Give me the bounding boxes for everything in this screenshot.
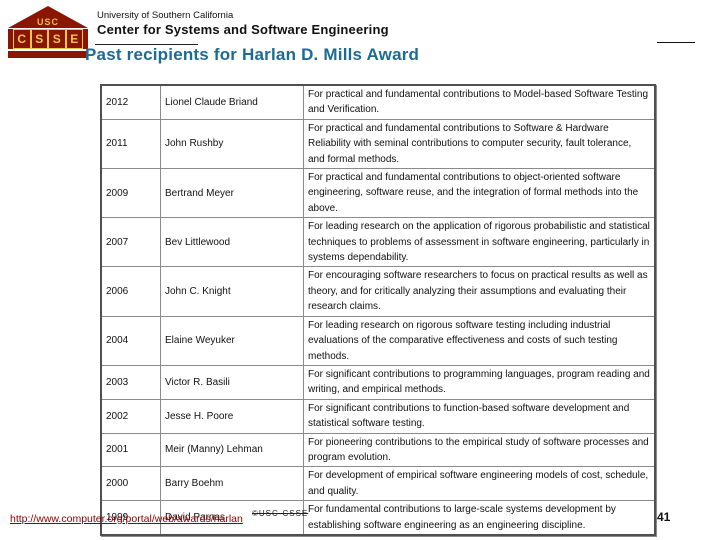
logo-letter: E bbox=[66, 30, 82, 48]
header-underline bbox=[95, 44, 198, 45]
table-row: 2012 Lionel Claude Briand For practical … bbox=[100, 84, 656, 120]
year-cell: 2012 bbox=[100, 84, 161, 120]
logo-roof: USC bbox=[8, 6, 88, 28]
year-cell: 2000 bbox=[100, 466, 161, 502]
year-cell: 2009 bbox=[100, 168, 161, 219]
citation-text: For encouraging software researchers to … bbox=[303, 266, 656, 317]
logo-letter: S bbox=[31, 30, 47, 48]
citation-text: For practical and fundamental contributi… bbox=[303, 84, 656, 120]
citation-text: For significant contributions to functio… bbox=[303, 398, 656, 434]
recipient-name: Jesse H. Poore bbox=[160, 398, 304, 434]
year-cell: 2004 bbox=[100, 315, 161, 366]
logo-letter-band: C S S E bbox=[8, 29, 88, 49]
table-row: 2009 Bertrand Meyer For practical and fu… bbox=[100, 168, 656, 219]
logo-usc-text: USC bbox=[36, 17, 59, 27]
awards-url-link[interactable]: http://www.computer.org/portal/web/award… bbox=[10, 513, 243, 525]
year-cell: 2007 bbox=[100, 217, 161, 268]
recipient-name: Victor R. Basili bbox=[160, 364, 304, 400]
recipient-name: John Rushby bbox=[160, 118, 304, 170]
recipient-name: Elaine Weyuker bbox=[160, 315, 304, 366]
citation-text: For leading research on the application … bbox=[303, 217, 656, 268]
center-name: Center for Systems and Software Engineer… bbox=[97, 22, 389, 37]
logo-base-bar bbox=[8, 51, 88, 58]
copyright-text: ©USC-CSSE bbox=[252, 509, 309, 518]
table-row: 2007 Bev Littlewood For leading research… bbox=[100, 217, 656, 268]
recipient-name: Meir (Manny) Lehman bbox=[160, 432, 304, 468]
citation-text: For practical and fundamental contributi… bbox=[303, 118, 656, 170]
recipient-name: Bertrand Meyer bbox=[160, 168, 304, 219]
recipient-name: John C. Knight bbox=[160, 266, 304, 317]
citation-text: For leading research on rigorous softwar… bbox=[303, 315, 656, 366]
citation-text: For practical and fundamental contributi… bbox=[303, 168, 656, 219]
citation-text: For pioneering contributions to the empi… bbox=[303, 432, 656, 468]
page-title: Past recipients for Harlan D. Mills Awar… bbox=[85, 45, 420, 64]
year-cell: 1999 bbox=[100, 500, 161, 536]
year-cell: 2002 bbox=[100, 398, 161, 434]
citation-text: For development of empirical software en… bbox=[303, 466, 656, 502]
table-row: 2006 John C. Knight For encouraging soft… bbox=[100, 266, 656, 317]
table-row: 2003 Victor R. Basili For significant co… bbox=[100, 364, 656, 400]
top-right-rule bbox=[657, 42, 695, 43]
year-cell: 2003 bbox=[100, 364, 161, 400]
usc-csse-logo: USC C S S E bbox=[8, 6, 88, 58]
table-row: 2000 Barry Boehm For development of empi… bbox=[100, 466, 656, 502]
citation-text: For significant contributions to program… bbox=[303, 364, 656, 400]
table-row: 2004 Elaine Weyuker For leading research… bbox=[100, 315, 656, 366]
year-cell: 2001 bbox=[100, 432, 161, 468]
recipient-name: David Parnas bbox=[160, 500, 304, 536]
table-row: 1999 David Parnas For fundamental contri… bbox=[100, 500, 656, 536]
logo-letter: C bbox=[14, 30, 30, 48]
table-row: 2002 Jesse H. Poore For significant cont… bbox=[100, 398, 656, 434]
recipient-name: Barry Boehm bbox=[160, 466, 304, 502]
awards-table: 2012 Lionel Claude Briand For practical … bbox=[100, 84, 656, 536]
recipient-name: Bev Littlewood bbox=[160, 217, 304, 268]
table-row: 2011 John Rushby For practical and funda… bbox=[100, 118, 656, 170]
table-row: 2001 Meir (Manny) Lehman For pioneering … bbox=[100, 432, 656, 468]
page-number: 41 bbox=[657, 510, 671, 524]
university-name: University of Southern California bbox=[97, 10, 234, 21]
year-cell: 2011 bbox=[100, 118, 161, 170]
logo-letter: S bbox=[49, 30, 65, 48]
year-cell: 2006 bbox=[100, 266, 161, 317]
recipient-name: Lionel Claude Briand bbox=[160, 84, 304, 120]
citation-text: For fundamental contributions to large-s… bbox=[303, 500, 656, 536]
